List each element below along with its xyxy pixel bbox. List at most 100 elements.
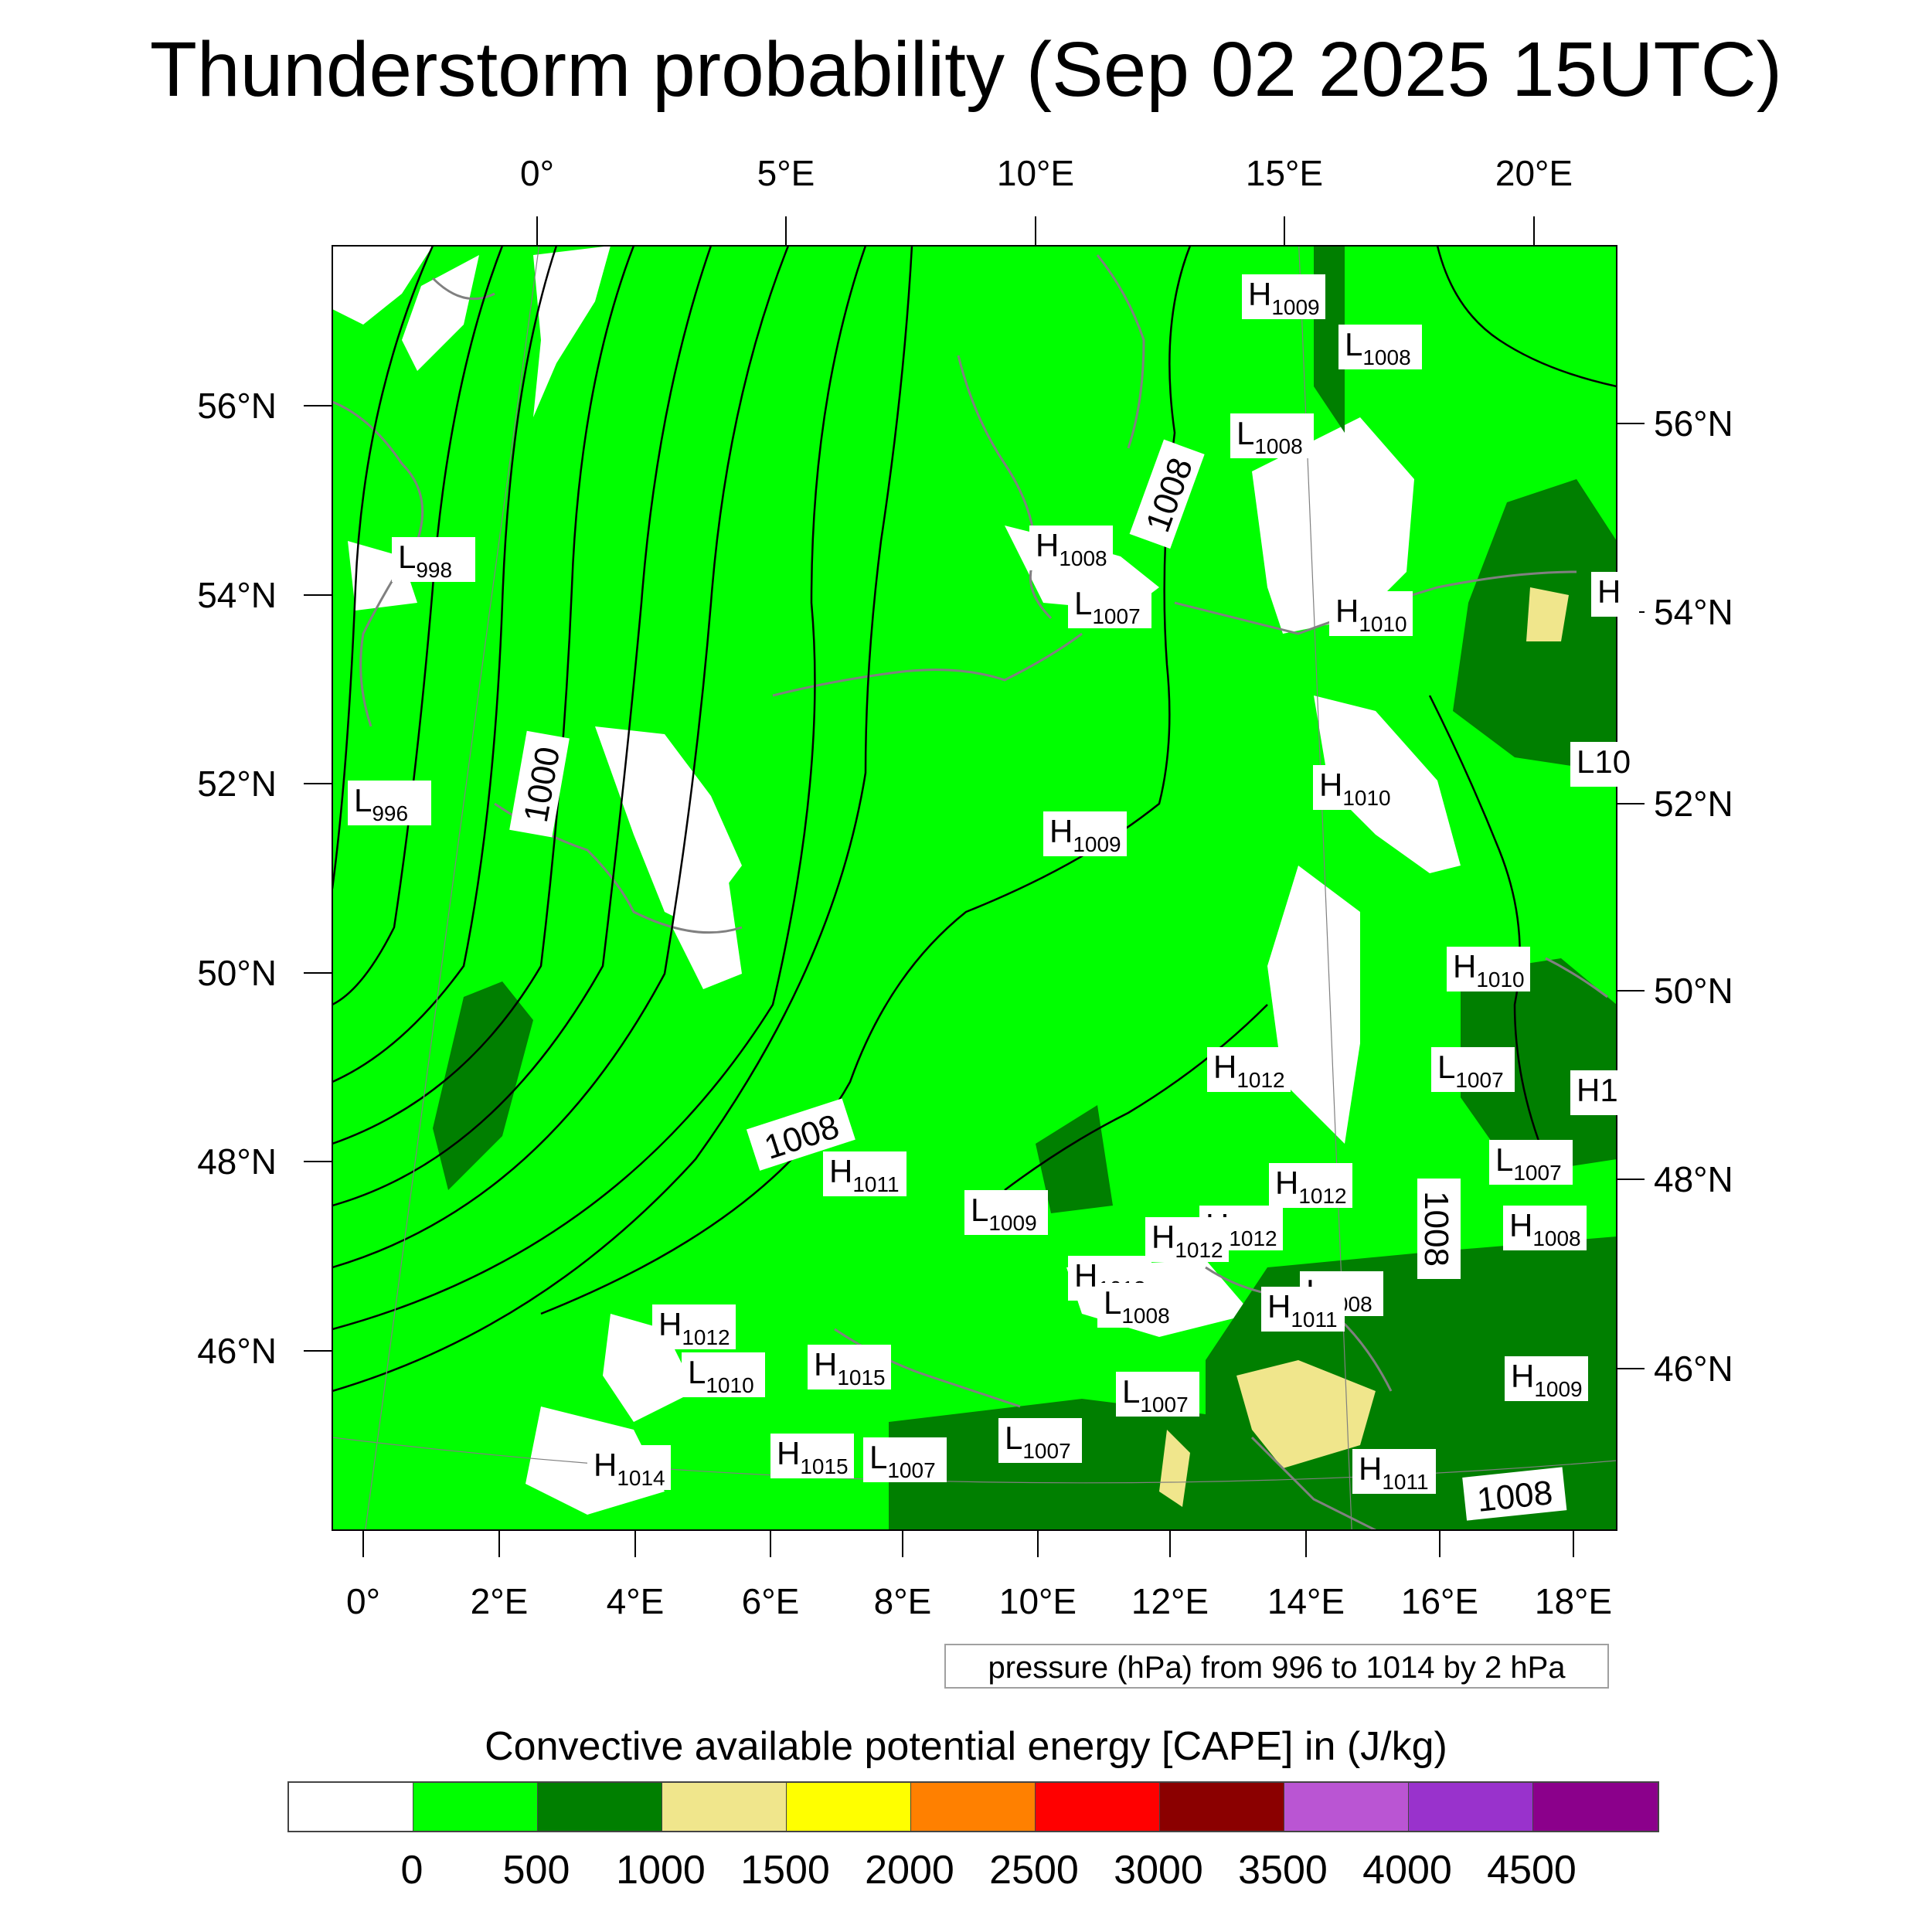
pressure-system-label: H1011 — [1352, 1449, 1436, 1494]
bottom-lon-label: 18°E — [1535, 1581, 1612, 1621]
bottom-lon-label: 2°E — [471, 1581, 529, 1621]
colorbar-tick-label: 4000 — [1362, 1848, 1452, 1893]
colorbar-tick-label: 3500 — [1238, 1848, 1328, 1893]
map-frame — [332, 245, 1617, 1531]
bottom-lon-label: 8°E — [874, 1581, 932, 1621]
pressure-system-label: H1010 — [1329, 591, 1413, 636]
top-lon-label: 10°E — [997, 153, 1074, 193]
pressure-system-label-partial: H1 — [1570, 1070, 1618, 1115]
colorbar-swatch — [1409, 1783, 1533, 1831]
pressure-system-label: H1009 — [1043, 811, 1127, 856]
colorbar-title: Convective available potential energy [C… — [485, 1724, 1447, 1769]
bottom-lon-label: 12°E — [1131, 1581, 1209, 1621]
colorbar-swatch — [1160, 1783, 1284, 1831]
svg-text:H1008: H1008 — [1509, 1207, 1581, 1250]
pressure-system-label: H1009 — [1505, 1356, 1588, 1401]
right-lat-label: 48°N — [1654, 1159, 1733, 1199]
khaki-region-adriatic — [1236, 1360, 1376, 1468]
pressure-system-label: L1008 — [1230, 413, 1314, 458]
left-lat-label: 48°N — [197, 1141, 277, 1182]
pressure-system-label: H1011 — [1261, 1287, 1345, 1332]
pressure-system-label: L1010 — [682, 1352, 765, 1397]
bottom-lon-label: 4°E — [607, 1581, 665, 1621]
colorbar-tick-label: 1500 — [740, 1848, 830, 1893]
svg-text:H1: H1 — [1577, 1072, 1618, 1108]
svg-text:L10: L10 — [1577, 743, 1631, 780]
bottom-lon-label: 0° — [346, 1581, 380, 1621]
colorbar-swatch — [787, 1783, 911, 1831]
bottom-lon-label: 10°E — [999, 1581, 1077, 1621]
colorbar-swatch — [662, 1783, 787, 1831]
white-region-alps-west — [603, 1314, 696, 1422]
right-lat-label: 54°N — [1654, 592, 1733, 632]
pressure-system-label: L1007 — [998, 1418, 1082, 1463]
pressure-system-label-partial: L10 — [1570, 742, 1631, 787]
pressure-system-label: H1010 — [1447, 947, 1530, 992]
colorbar — [287, 1781, 1659, 1832]
left-lat-label: 50°N — [197, 953, 277, 993]
svg-text:L1008: L1008 — [1104, 1284, 1170, 1328]
colorbar-tick-label: 2000 — [865, 1848, 954, 1893]
svg-text:L1009: L1009 — [971, 1192, 1037, 1235]
pressure-system-label: H1012 — [1269, 1163, 1352, 1208]
pressure-system-label: H1008 — [1029, 526, 1113, 570]
colorbar-tick-label: 1000 — [616, 1848, 706, 1893]
pressure-system-label: H1009 — [1242, 274, 1325, 319]
left-lat-label: 46°N — [197, 1331, 277, 1371]
svg-text:H1009: H1009 — [1248, 276, 1320, 319]
bottom-lon-label: 6°E — [742, 1581, 800, 1621]
pressure-contour-note: pressure (hPa) from 996 to 1014 by 2 hPa — [944, 1644, 1609, 1689]
dark-region-channel — [433, 981, 533, 1190]
colorbar-swatch — [1284, 1783, 1409, 1831]
svg-text:1008: 1008 — [1475, 1474, 1554, 1519]
top-lon-label: 0° — [520, 153, 554, 193]
colorbar-tick-label: 3000 — [1114, 1848, 1203, 1893]
svg-text:1008: 1008 — [1417, 1191, 1455, 1267]
pressure-system-label: H1010 — [1313, 765, 1396, 810]
pressure-system-label: H1012 — [1207, 1047, 1291, 1092]
left-lat-label: 52°N — [197, 764, 277, 804]
colorbar-swatch — [1533, 1783, 1658, 1831]
pressure-system-label: L1007 — [1068, 583, 1151, 628]
bottom-lon-label: 16°E — [1401, 1581, 1478, 1621]
colorbar-swatch — [911, 1783, 1036, 1831]
colorbar-tick-label: 0 — [400, 1848, 423, 1893]
pressure-system-label-partial: H — [1591, 572, 1639, 617]
pressure-system-label: H1015 — [808, 1345, 891, 1389]
axis-tick-labels: 0° 5°E 10°E 15°E 20°E 0° 2°E 4°E 6°E 8°E 10°E 12°E 1… — [197, 153, 1733, 1621]
pressure-system-label: H1011 — [823, 1151, 906, 1196]
svg-text:L1008: L1008 — [1345, 326, 1411, 369]
colorbar-labels: 0 500 1000 1500 2000 2500 3000 3500 4000 4500 — [0, 1847, 1932, 1901]
pressure-system-label: H1015 — [770, 1434, 854, 1478]
map-area — [332, 246, 1617, 1530]
pressure-system-label: L1007 — [863, 1437, 947, 1482]
top-lon-label: 15°E — [1246, 153, 1323, 193]
right-lat-label: 52°N — [1654, 784, 1733, 824]
white-region-northwest — [332, 246, 433, 325]
pressure-system-label: L996 — [348, 781, 431, 825]
pressure-system-label: H1008 — [1503, 1206, 1587, 1250]
pressure-system-label: H1012 — [652, 1304, 736, 1349]
svg-text:H: H — [1597, 573, 1621, 610]
colorbar-swatch — [413, 1783, 538, 1831]
pressure-system-label: H1014 — [587, 1445, 671, 1490]
left-lat-label: 54°N — [197, 575, 277, 615]
pressure-system-label: L1007 — [1116, 1372, 1199, 1417]
khaki-region-baltic-states — [1526, 587, 1569, 641]
colorbar-swatch — [1036, 1783, 1160, 1831]
left-lat-label: 56°N — [197, 386, 277, 426]
isobar-label: 1008 — [1462, 1467, 1567, 1521]
right-lat-label: 46°N — [1654, 1349, 1733, 1389]
svg-text:H1011: H1011 — [829, 1153, 900, 1196]
dark-region-po-valley — [889, 1399, 1206, 1530]
top-lon-label: 5°E — [757, 153, 815, 193]
dark-region-hungary — [1461, 958, 1617, 1175]
pressure-system-label: L1007 — [1489, 1140, 1573, 1185]
colorbar-swatch — [538, 1783, 662, 1831]
white-region-baltic — [1252, 417, 1414, 634]
colorbar-tick-label: 2500 — [989, 1848, 1079, 1893]
pressure-system-label: H1012 — [1145, 1217, 1229, 1262]
white-region-north-sea — [533, 246, 611, 417]
